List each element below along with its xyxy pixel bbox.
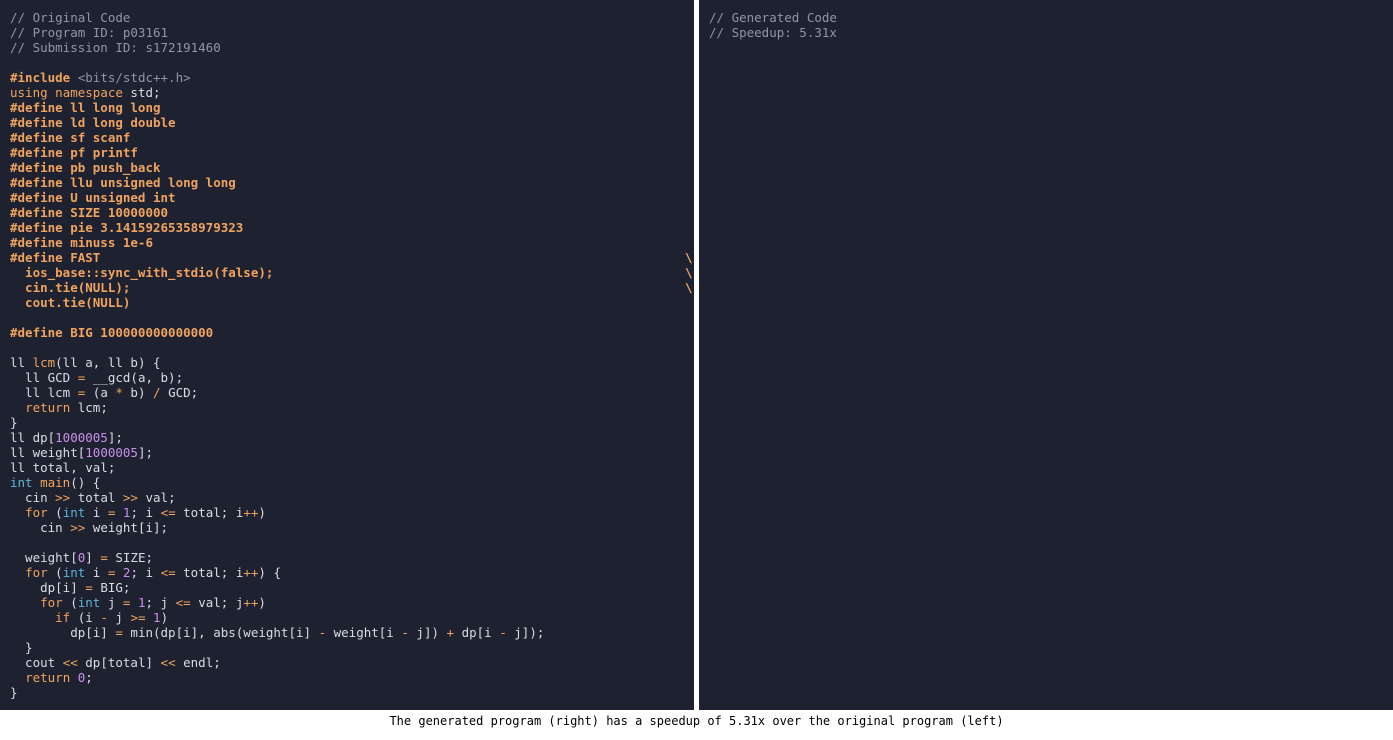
code-line: ll weight[1000005]; xyxy=(10,445,154,460)
code-line: #define llu unsigned long long xyxy=(10,175,236,190)
code-line: return lcm; xyxy=(25,400,108,415)
header-comment-line: // Program ID: p03161 xyxy=(10,25,169,40)
speedup-caption: The generated program (right) has a spee… xyxy=(389,714,1004,728)
code-line: #define sf scanf xyxy=(10,130,131,145)
code-line: weight[0] = SIZE; xyxy=(10,550,154,565)
code-line: #define pie 3.14159265358979323 xyxy=(10,220,244,235)
header-comment-line: // Original Code xyxy=(10,10,131,25)
code-line: #define U unsigned int xyxy=(10,190,176,205)
header-comment-line: // Submission ID: s172191460 xyxy=(10,40,221,55)
code-line: int main() { xyxy=(10,475,101,490)
code-line: #define ll long long xyxy=(10,100,161,115)
code-line xyxy=(10,535,544,550)
code-line: return 0; xyxy=(25,670,93,685)
code-line: } xyxy=(10,640,33,655)
code-line: if (i - j >= 1) xyxy=(55,610,169,625)
code-line: cout << dp[total] << endl; xyxy=(10,655,221,670)
code-line: #define SIZE 10000000 xyxy=(10,205,169,220)
code-line: ll total, val; xyxy=(10,460,116,475)
code-line: #define pf printf xyxy=(10,145,138,160)
code-line: cout.tie(NULL) xyxy=(10,295,131,310)
code-line: } xyxy=(10,685,18,700)
generated-code-block: // Generated Code// Speedup: 5.31x xyxy=(709,10,837,40)
code-line: for (int i = 1; i <= total; i++) xyxy=(25,505,266,520)
code-line: cin >> total >> val; xyxy=(10,490,176,505)
line-continuation: \ xyxy=(685,265,693,280)
code-line: for (int j = 1; j <= val; j++) xyxy=(40,595,266,610)
code-line: ll dp[1000005]; xyxy=(10,430,123,445)
code-line: for (int i = 2; i <= total; i++) { xyxy=(25,565,281,580)
code-line: ll GCD = __gcd(a, b); xyxy=(10,370,184,385)
code-line xyxy=(10,340,544,355)
pane-divider xyxy=(694,0,699,710)
code-line xyxy=(10,55,544,70)
code-line: #define FAST \ xyxy=(10,250,693,265)
original-code-pane[interactable]: // Original Code// Program ID: p03161// … xyxy=(0,0,694,710)
header-comment-line: // Speedup: 5.31x xyxy=(709,25,837,40)
code-line: using namespace std; xyxy=(10,85,161,100)
code-line: dp[i] = min(dp[i], abs(weight[i] - weigh… xyxy=(10,625,545,640)
code-line: cin >> weight[i]; xyxy=(10,520,169,535)
code-line: ios_base::sync_with_stdio(false); \ xyxy=(10,265,693,280)
header-comment-line: // Generated Code xyxy=(709,10,837,25)
code-line: #define minuss 1e-6 xyxy=(10,235,153,250)
code-line: #define BIG 100000000000000 xyxy=(10,325,214,340)
code-line xyxy=(10,310,544,325)
code-line: dp[i] = BIG; xyxy=(10,580,131,595)
code-line: } xyxy=(10,415,18,430)
line-continuation: \ xyxy=(685,280,693,295)
code-line: #define pb push_back xyxy=(10,160,161,175)
code-line: ll lcm(ll a, ll b) { xyxy=(10,355,161,370)
code-line: ll lcm = (a * b) / GCD; xyxy=(10,385,199,400)
line-continuation: \ xyxy=(685,250,693,265)
generated-code-pane[interactable]: // Generated Code// Speedup: 5.31x xyxy=(699,0,1393,710)
code-line: #define ld long double xyxy=(10,115,176,130)
code-line: cin.tie(NULL); \ xyxy=(10,280,693,295)
code-line: #include <bits/stdc++.h> xyxy=(10,70,191,85)
original-code-block: // Original Code// Program ID: p03161// … xyxy=(10,10,693,700)
